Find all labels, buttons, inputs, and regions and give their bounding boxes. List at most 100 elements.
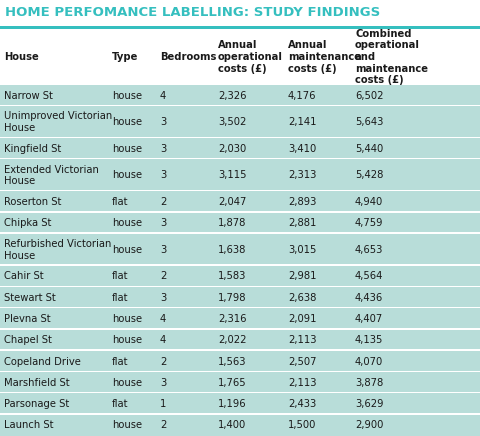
Text: House: House	[4, 52, 39, 62]
Bar	[0, 190, 480, 191]
Text: 3: 3	[160, 117, 166, 127]
Text: Chapel St: Chapel St	[4, 335, 52, 345]
Text: house: house	[112, 420, 142, 430]
Text: Refurbished Victorian
House: Refurbished Victorian House	[4, 239, 111, 261]
Text: Parsonage St: Parsonage St	[4, 399, 69, 409]
Text: 2,326: 2,326	[218, 91, 247, 101]
Text: 1: 1	[160, 399, 167, 409]
Bar	[0, 234, 480, 266]
Text: flat: flat	[112, 399, 129, 409]
Bar	[0, 349, 480, 351]
Text: flat: flat	[112, 293, 129, 303]
Text: Roserton St: Roserton St	[4, 197, 61, 207]
Bar	[0, 211, 480, 213]
Text: 4,070: 4,070	[355, 357, 383, 367]
Text: 2,507: 2,507	[288, 357, 316, 367]
Bar	[0, 287, 480, 308]
Text: Kingfield St: Kingfield St	[4, 144, 61, 154]
Text: 4: 4	[160, 314, 166, 324]
Text: Extended Victorian
House: Extended Victorian House	[4, 165, 99, 186]
Text: Annual
maintenance
costs (£): Annual maintenance costs (£)	[288, 41, 361, 74]
Text: 2,030: 2,030	[218, 144, 246, 154]
Text: 3: 3	[160, 245, 166, 255]
Text: 3: 3	[160, 170, 166, 181]
Text: 1,500: 1,500	[288, 420, 316, 430]
Text: 2,881: 2,881	[288, 218, 316, 228]
Bar	[0, 286, 480, 287]
Text: 4,564: 4,564	[355, 272, 384, 282]
Bar	[0, 136, 480, 138]
Text: house: house	[112, 170, 142, 181]
Text: 3: 3	[160, 218, 166, 228]
Text: 3,502: 3,502	[218, 117, 246, 127]
Text: Launch St: Launch St	[4, 420, 53, 430]
Bar	[0, 138, 480, 160]
Text: 2,022: 2,022	[218, 335, 247, 345]
Text: Combined
operational
and
maintenance
costs (£): Combined operational and maintenance cos…	[355, 29, 428, 85]
Text: 2,113: 2,113	[288, 378, 316, 388]
Text: 4: 4	[160, 91, 166, 101]
Text: 2: 2	[160, 420, 167, 430]
Text: house: house	[112, 335, 142, 345]
Text: 1,878: 1,878	[218, 218, 246, 228]
Bar	[0, 29, 480, 85]
Text: Narrow St: Narrow St	[4, 91, 53, 101]
Bar	[0, 26, 480, 29]
Text: 6,502: 6,502	[355, 91, 384, 101]
Text: 2: 2	[160, 272, 167, 282]
Text: flat: flat	[112, 197, 129, 207]
Text: Unimproved Victorian
House: Unimproved Victorian House	[4, 112, 112, 133]
Text: 2: 2	[160, 357, 167, 367]
Text: Marshfield St: Marshfield St	[4, 378, 70, 388]
Text: 1,196: 1,196	[218, 399, 247, 409]
Text: 4,176: 4,176	[288, 91, 316, 101]
Bar	[0, 213, 480, 234]
Bar	[0, 232, 480, 234]
Text: house: house	[112, 144, 142, 154]
Text: 5,440: 5,440	[355, 144, 383, 154]
Text: HOME PERFOMANCE LABELLING: STUDY FINDINGS: HOME PERFOMANCE LABELLING: STUDY FINDING…	[5, 7, 380, 20]
Text: Plevna St: Plevna St	[4, 314, 50, 324]
Bar	[0, 393, 480, 415]
Bar	[0, 85, 480, 106]
Text: flat: flat	[112, 357, 129, 367]
Text: 3: 3	[160, 144, 166, 154]
Text: 4,135: 4,135	[355, 335, 384, 345]
Text: Chipka St: Chipka St	[4, 218, 51, 228]
Bar	[0, 191, 480, 213]
Text: 5,428: 5,428	[355, 170, 384, 181]
Bar	[0, 160, 480, 191]
Text: house: house	[112, 91, 142, 101]
Bar	[0, 266, 480, 287]
Text: 5,643: 5,643	[355, 117, 384, 127]
Text: 3: 3	[160, 293, 166, 303]
Text: 1,765: 1,765	[218, 378, 247, 388]
Text: Copeland Drive: Copeland Drive	[4, 357, 81, 367]
Bar	[0, 330, 480, 351]
Bar	[0, 328, 480, 330]
Text: 1,638: 1,638	[218, 245, 246, 255]
Text: Bedrooms: Bedrooms	[160, 52, 216, 62]
Bar	[0, 351, 480, 372]
Text: 3,410: 3,410	[288, 144, 316, 154]
Text: 4,653: 4,653	[355, 245, 384, 255]
Text: house: house	[112, 117, 142, 127]
Text: 1,583: 1,583	[218, 272, 246, 282]
Text: 3,115: 3,115	[218, 170, 247, 181]
Text: 2,313: 2,313	[288, 170, 316, 181]
Text: Annual
operational
costs (£): Annual operational costs (£)	[218, 41, 283, 74]
Bar	[0, 105, 480, 106]
Text: flat: flat	[112, 272, 129, 282]
Text: 2,900: 2,900	[355, 420, 384, 430]
Text: Stewart St: Stewart St	[4, 293, 56, 303]
Text: 2,047: 2,047	[218, 197, 246, 207]
Text: Cahir St: Cahir St	[4, 272, 44, 282]
Bar	[0, 158, 480, 160]
Text: 2,638: 2,638	[288, 293, 316, 303]
Bar	[0, 415, 480, 436]
Text: Type: Type	[112, 52, 138, 62]
Text: 2,091: 2,091	[288, 314, 316, 324]
Text: 2: 2	[160, 197, 167, 207]
Text: 3,629: 3,629	[355, 399, 384, 409]
Text: house: house	[112, 218, 142, 228]
